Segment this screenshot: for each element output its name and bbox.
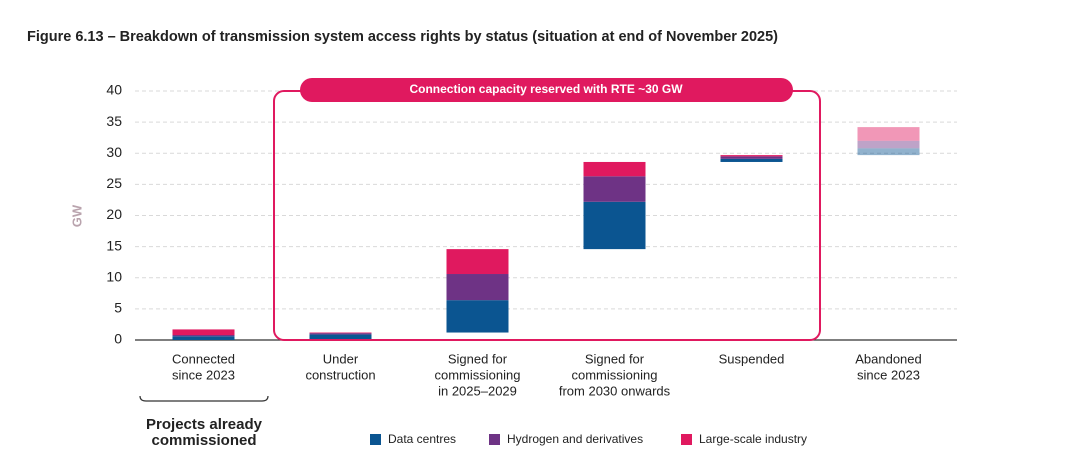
y-axis-label: GW — [69, 204, 84, 227]
legend-swatch — [681, 434, 692, 445]
legend-label: Hydrogen and derivatives — [507, 432, 643, 446]
bar-segment — [172, 335, 235, 337]
y-tick-label: 15 — [106, 237, 122, 253]
bar-segment — [583, 201, 646, 250]
legend-label: Large-scale industry — [699, 432, 807, 446]
legend-swatch — [370, 434, 381, 445]
bar-segment — [446, 274, 509, 301]
bar-segment — [172, 336, 235, 340]
bar-segment — [857, 148, 920, 156]
y-tick-label: 40 — [106, 82, 122, 98]
y-tick-label: 10 — [106, 268, 122, 284]
bar-segment — [720, 155, 783, 157]
annotation-text: Connection capacity reserved with RTE ~3… — [409, 82, 683, 96]
legend-swatch — [489, 434, 500, 445]
bar-segment — [172, 329, 235, 336]
bar-segment — [583, 176, 646, 202]
y-tick-label: 20 — [106, 206, 122, 222]
bar-segment — [720, 156, 783, 159]
bar-segment — [309, 333, 372, 335]
annotation-banner — [300, 78, 793, 102]
x-tick-label: Suspended — [719, 351, 785, 366]
y-tick-label: 30 — [106, 144, 122, 160]
bar-segment — [309, 332, 372, 334]
x-tick-label: Abandoned — [855, 351, 922, 366]
x-tick-label: commissioning — [435, 367, 521, 382]
bar-segment — [446, 300, 509, 333]
bar-segment — [446, 249, 509, 275]
x-tick-label: Connected — [172, 351, 235, 366]
chart-title: Figure 6.13 – Breakdown of transmission … — [27, 29, 778, 45]
bar-segment — [857, 127, 920, 141]
y-tick-label: 5 — [114, 300, 122, 316]
x-tick-label: construction — [305, 367, 375, 382]
x-tick-label: since 2023 — [172, 367, 235, 382]
y-tick-label: 25 — [106, 175, 122, 191]
bracket-label: Projects already — [146, 416, 263, 433]
x-tick-label: since 2023 — [857, 367, 920, 382]
x-tick-label: Signed for — [448, 351, 508, 366]
bar-segment — [720, 158, 783, 162]
x-tick-label: from 2030 onwards — [559, 383, 671, 398]
bar-segment — [583, 161, 646, 177]
bar-segment — [857, 140, 920, 149]
x-tick-label: Signed for — [585, 351, 645, 366]
bar-segment — [309, 334, 372, 340]
legend-label: Data centres — [388, 432, 456, 446]
y-tick-label: 35 — [106, 113, 122, 129]
bracket — [139, 395, 269, 402]
x-tick-label: Under — [323, 351, 359, 366]
y-tick-label: 0 — [114, 331, 122, 347]
x-tick-label: in 2025–2029 — [438, 383, 517, 398]
x-tick-label: commissioning — [572, 367, 658, 382]
bracket-label: commissioned — [151, 432, 256, 449]
